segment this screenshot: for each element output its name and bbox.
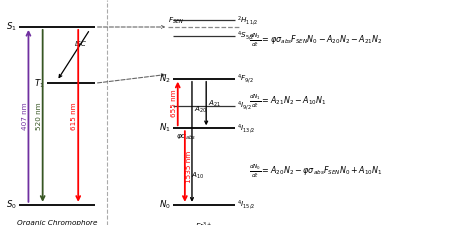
Text: $F_{SEN}$: $F_{SEN}$: [168, 16, 184, 26]
Text: $^2H_{11/2}$: $^2H_{11/2}$: [237, 14, 259, 27]
Text: $^4F_{9/2}$: $^4F_{9/2}$: [237, 72, 255, 85]
Text: $^4I_{9/2}$: $^4I_{9/2}$: [237, 99, 253, 112]
Text: Er$^{3+}$: Er$^{3+}$: [195, 220, 213, 225]
Text: $S_1$: $S_1$: [6, 21, 17, 33]
Text: $\frac{dN_1}{dt}$$= A_{21}N_2 - A_{10}N_1$: $\frac{dN_1}{dt}$$= A_{21}N_2 - A_{10}N_…: [249, 92, 327, 110]
Text: $\frac{dN_2}{dt}$$= \varphi\sigma_{abs}F_{SEN}N_0 - A_{20}N_2 - A_{21}N_2$: $\frac{dN_2}{dt}$$= \varphi\sigma_{abs}F…: [249, 32, 383, 49]
Text: $N_2$: $N_2$: [159, 72, 171, 85]
Text: $\varphi\sigma_{abs}$: $\varphi\sigma_{abs}$: [176, 133, 197, 142]
Text: $N_0$: $N_0$: [159, 198, 171, 211]
Text: 615 nm: 615 nm: [72, 102, 77, 130]
Text: 520 nm: 520 nm: [36, 102, 42, 130]
Text: $N_1$: $N_1$: [159, 122, 171, 135]
Text: Organic Chromophore: Organic Chromophore: [17, 220, 97, 225]
Text: 655 nm: 655 nm: [171, 90, 177, 117]
Text: 407 nm: 407 nm: [22, 102, 27, 130]
Text: ISC: ISC: [74, 41, 87, 47]
Text: 1535 nm: 1535 nm: [186, 150, 191, 183]
Text: $A_{20}$: $A_{20}$: [194, 105, 207, 115]
Text: $\frac{dN_0}{dt}$$= A_{20}N_2 - \varphi\sigma_{abs}F_{SEN}N_0 + A_{10}N_1$: $\frac{dN_0}{dt}$$= A_{20}N_2 - \varphi\…: [249, 162, 383, 180]
Text: $S_0$: $S_0$: [6, 198, 17, 211]
Text: $A_{10}$: $A_{10}$: [191, 170, 204, 181]
Text: $T_1$: $T_1$: [35, 77, 45, 90]
Text: $A_{21}$: $A_{21}$: [208, 98, 221, 109]
Text: $^4S_{5/2}$: $^4S_{5/2}$: [237, 30, 255, 42]
Text: $^4I_{13/2}$: $^4I_{13/2}$: [237, 122, 256, 135]
Text: $^4I_{15/2}$: $^4I_{15/2}$: [237, 198, 256, 211]
